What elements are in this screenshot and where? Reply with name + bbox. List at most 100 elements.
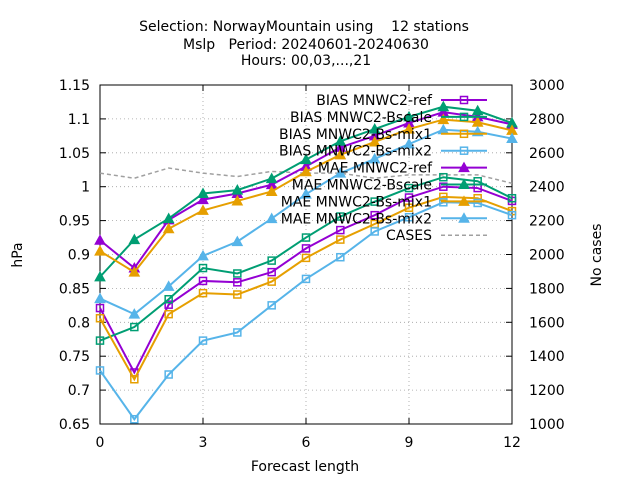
y2-tick-label: 3000 [529, 78, 565, 94]
data-point [368, 123, 381, 134]
series-bias-mnwc2-bs-mix1 [95, 192, 517, 384]
y-tick-label: 0.9 [68, 248, 90, 264]
y2-axis-label: No cases [589, 224, 605, 287]
x-axis-label: Forecast length [251, 459, 359, 475]
y-tick-label: 1 [81, 180, 90, 196]
y2-tick-label: 2600 [529, 146, 565, 162]
data-point [94, 292, 106, 304]
axis-ticks: 0 3 6 9 12 0.65 0.7 0.75 0.8 0.85 0.9 0.95 1 1.05 1.1 1… [59, 78, 565, 451]
series-line [99, 167, 513, 185]
y2-tick-label: 2000 [529, 248, 565, 264]
data-point [437, 113, 450, 125]
data-point [164, 300, 173, 309]
chart-title-line-1: Selection: NorwayMountain using 12 stati… [139, 19, 469, 35]
data-point [439, 172, 448, 182]
legend-label: CASES [386, 228, 432, 244]
legend-marker [458, 178, 470, 189]
data-point [197, 204, 209, 215]
data-point [368, 135, 381, 147]
data-point [334, 148, 347, 160]
data-point [197, 193, 209, 205]
data-point [370, 227, 379, 236]
data-point [507, 193, 517, 203]
x-tick-label: 6 [302, 435, 311, 451]
y-tick-label: 1.1 [68, 112, 90, 128]
data-point [94, 245, 106, 256]
legend-entry: MAE MNWC2-ref [318, 161, 487, 177]
series-line [99, 195, 513, 382]
legend-entry: MAE MNWC2-Bscale [292, 178, 487, 194]
data-point [336, 235, 345, 244]
data-point [197, 187, 209, 198]
data-point [473, 198, 482, 208]
data-point [301, 233, 311, 242]
data-point [404, 193, 414, 202]
data-point [267, 301, 276, 310]
data-point [231, 235, 244, 247]
data-point [162, 222, 175, 234]
data-point [94, 234, 106, 245]
data-point [404, 183, 414, 193]
data-point [300, 165, 312, 177]
data-point [403, 137, 415, 149]
y2-tick-label: 1600 [529, 315, 565, 331]
y2-tick-label: 1200 [529, 383, 565, 399]
x-tick-label: 3 [199, 435, 208, 451]
series-bias-mnwc2-bscale [95, 172, 517, 345]
legend-entry: BIAS MNWC2-Bscale [290, 110, 487, 126]
legend-label: BIAS MNWC2-ref [316, 93, 433, 109]
data-point [130, 322, 139, 332]
data-point [95, 366, 105, 375]
y2-tick-label: 1400 [529, 349, 565, 365]
data-point [301, 253, 311, 263]
legend-label: BIAS MNWC2-Bs-mix1 [279, 127, 432, 143]
data-point [506, 132, 518, 144]
y-tick-label: 1.05 [59, 146, 90, 162]
data-point [265, 212, 278, 224]
data-point [403, 123, 415, 134]
data-point [233, 290, 242, 299]
data-point [128, 233, 141, 245]
data-point [368, 152, 381, 164]
legend-marker [459, 129, 469, 139]
data-point [95, 336, 105, 345]
y-tick-label: 0.85 [59, 281, 90, 297]
data-point [197, 249, 209, 261]
y2-tick-label: 1800 [529, 281, 565, 297]
data-point [439, 192, 448, 202]
data-point [300, 153, 312, 165]
data-point [265, 185, 278, 196]
data-point [164, 309, 173, 319]
chart-title-line-3: Hours: 00,03,...,21 [241, 53, 371, 69]
data-point [233, 269, 242, 278]
x-tick-label: 9 [405, 435, 414, 451]
data-point [233, 278, 242, 287]
data-point [439, 182, 448, 191]
data-point [95, 313, 105, 323]
data-point [198, 263, 208, 273]
chart-title-line-2: Mslp Period: 20240601-20240630 [183, 37, 429, 53]
data-point [404, 203, 414, 212]
data-point [471, 104, 484, 116]
y2-tick-label: 1000 [529, 417, 565, 433]
data-point [162, 280, 175, 291]
legend-label: BIAS MNWC2-Bscale [290, 110, 432, 126]
data-point [130, 415, 139, 424]
series-line [99, 185, 513, 375]
data-point [404, 212, 414, 222]
data-point [95, 303, 105, 313]
y-tick-label: 0.8 [68, 315, 90, 331]
y2-tick-label: 2200 [529, 214, 565, 230]
series-mae-mnwc2-bs-mix1 [94, 113, 518, 277]
data-point [336, 212, 345, 221]
legend-entry: BIAS MNWC2-Bs-mix1 [279, 127, 487, 143]
data-point [334, 135, 347, 146]
data-point [507, 210, 517, 220]
data-point [336, 225, 345, 235]
data-point [162, 212, 175, 224]
legend-label: BIAS MNWC2-Bs-mix2 [279, 144, 432, 160]
y-tick-label: 0.7 [68, 383, 90, 399]
y-tick-label: 1.15 [59, 78, 90, 94]
legend-entry: BIAS MNWC2-ref [316, 93, 487, 109]
